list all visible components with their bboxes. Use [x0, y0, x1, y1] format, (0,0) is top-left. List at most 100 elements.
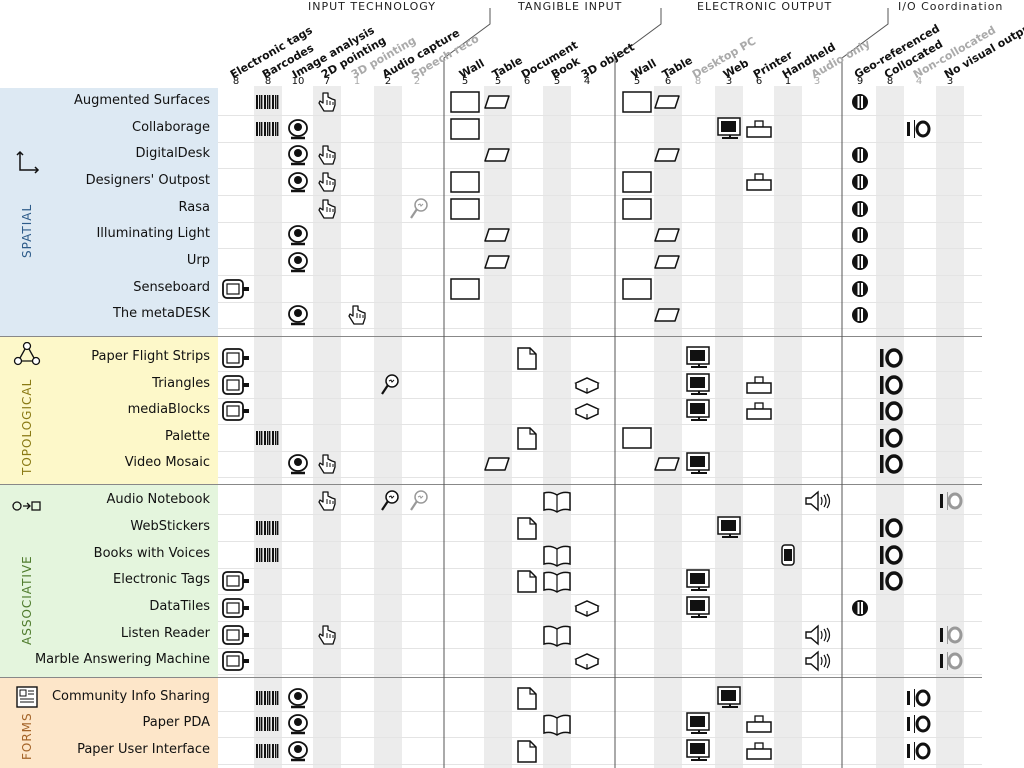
- table-icon: [653, 250, 683, 278]
- category-band-spatial: [0, 88, 218, 336]
- monitor-icon: [683, 373, 713, 401]
- tag-icon: [221, 649, 251, 677]
- table-icon: [483, 143, 513, 171]
- table-icon: [483, 223, 513, 251]
- column-count-speech: 2: [413, 76, 421, 87]
- geo-icon: [845, 303, 875, 331]
- wall-icon: [450, 170, 480, 198]
- wall-icon: [450, 197, 480, 225]
- tag-icon: [221, 623, 251, 651]
- row-name: Collaborage: [132, 120, 210, 135]
- barcode-icon: [253, 90, 283, 118]
- novisual-icon: [935, 489, 965, 517]
- category-band-associative: [0, 484, 218, 677]
- column-count-desktop: 8: [694, 76, 702, 87]
- cube-icon: [572, 596, 602, 624]
- row-name: Illuminating Light: [96, 226, 210, 241]
- noncollocated-icon: [904, 712, 934, 740]
- group-header-output: ELECTRONIC OUTPUT: [697, 0, 833, 13]
- column-count-table_in: 5: [494, 76, 502, 87]
- geo-icon: [845, 596, 875, 624]
- monitor-icon: [714, 686, 744, 714]
- novisual-icon: [935, 649, 965, 677]
- column-count-noncoll: 4: [915, 76, 923, 87]
- column-count-printer: 6: [755, 76, 763, 87]
- book-icon: [542, 489, 572, 517]
- barcode-icon: [253, 686, 283, 714]
- row-divider: [218, 514, 982, 515]
- tag-icon: [221, 596, 251, 624]
- geo-icon: [845, 223, 875, 251]
- camera-icon: [283, 250, 313, 278]
- table-icon: [653, 90, 683, 118]
- column-stripe: [374, 86, 402, 768]
- category-label-forms: FORMS: [20, 711, 34, 760]
- row-name: Designers' Outpost: [85, 173, 210, 188]
- column-count-web: 3: [725, 76, 733, 87]
- column-count-table_out: 6: [664, 76, 672, 87]
- wall-icon: [622, 426, 652, 454]
- table-icon: [653, 303, 683, 331]
- row-name: Rasa: [178, 200, 210, 215]
- camera-icon: [283, 303, 313, 331]
- row-divider: [218, 477, 982, 478]
- category-divider: [0, 336, 982, 337]
- row-name: Paper User Interface: [77, 742, 210, 757]
- camera-icon: [283, 739, 313, 767]
- row-divider: [218, 115, 982, 116]
- geo-icon: [845, 197, 875, 225]
- geo-icon: [845, 143, 875, 171]
- printer-icon: [744, 739, 774, 767]
- wall-icon: [622, 90, 652, 118]
- row-name: mediaBlocks: [127, 402, 210, 417]
- row-divider: [218, 371, 982, 372]
- column-count-handheld: 1: [784, 76, 792, 87]
- row-divider: [218, 248, 982, 249]
- wall-icon: [450, 277, 480, 305]
- geo-icon: [845, 170, 875, 198]
- monitor-icon: [683, 452, 713, 480]
- row-name: Books with Voices: [93, 546, 210, 561]
- column-count-wall_in: 5: [461, 76, 469, 87]
- row-divider: [218, 648, 982, 649]
- axes-icon: [12, 150, 42, 178]
- printer-icon: [744, 170, 774, 198]
- category-label-spatial: SPATIAL: [20, 204, 34, 259]
- cube-icon: [572, 649, 602, 677]
- speaker-icon: [802, 649, 832, 677]
- row-divider: [218, 737, 982, 738]
- barcode-icon: [253, 426, 283, 454]
- camera-icon: [283, 170, 313, 198]
- table-icon: [653, 452, 683, 480]
- column-count-barcodes: 8: [264, 76, 272, 87]
- printer-icon: [744, 117, 774, 145]
- novisual-icon: [935, 623, 965, 651]
- barcode-icon: [253, 516, 283, 544]
- document-icon: [512, 569, 542, 597]
- link-icon: [12, 494, 42, 522]
- tag-icon: [221, 569, 251, 597]
- monitor-icon: [714, 117, 744, 145]
- group-separator-line: [443, 8, 491, 768]
- column-count-pt3d: 1: [353, 76, 361, 87]
- printer-icon: [744, 399, 774, 427]
- table-icon: [653, 143, 683, 171]
- group-header-input: INPUT TECHNOLOGY: [308, 0, 436, 13]
- tag-icon: [221, 346, 251, 374]
- group-separator-line: [841, 8, 889, 768]
- collocated-icon: [875, 399, 905, 427]
- column-count-book: 5: [553, 76, 561, 87]
- geo-icon: [845, 277, 875, 305]
- monitor-icon: [683, 596, 713, 624]
- column-count-audioonly: 3: [813, 76, 821, 87]
- column-count-etags: 8: [232, 76, 240, 87]
- row-divider: [218, 711, 982, 712]
- monitor-icon: [683, 712, 713, 740]
- book-icon: [542, 569, 572, 597]
- collocated-icon: [875, 373, 905, 401]
- monitor-icon: [683, 399, 713, 427]
- column-count-novisual: 3: [946, 76, 954, 87]
- collocated-icon: [875, 543, 905, 571]
- noncollocated-icon: [904, 686, 934, 714]
